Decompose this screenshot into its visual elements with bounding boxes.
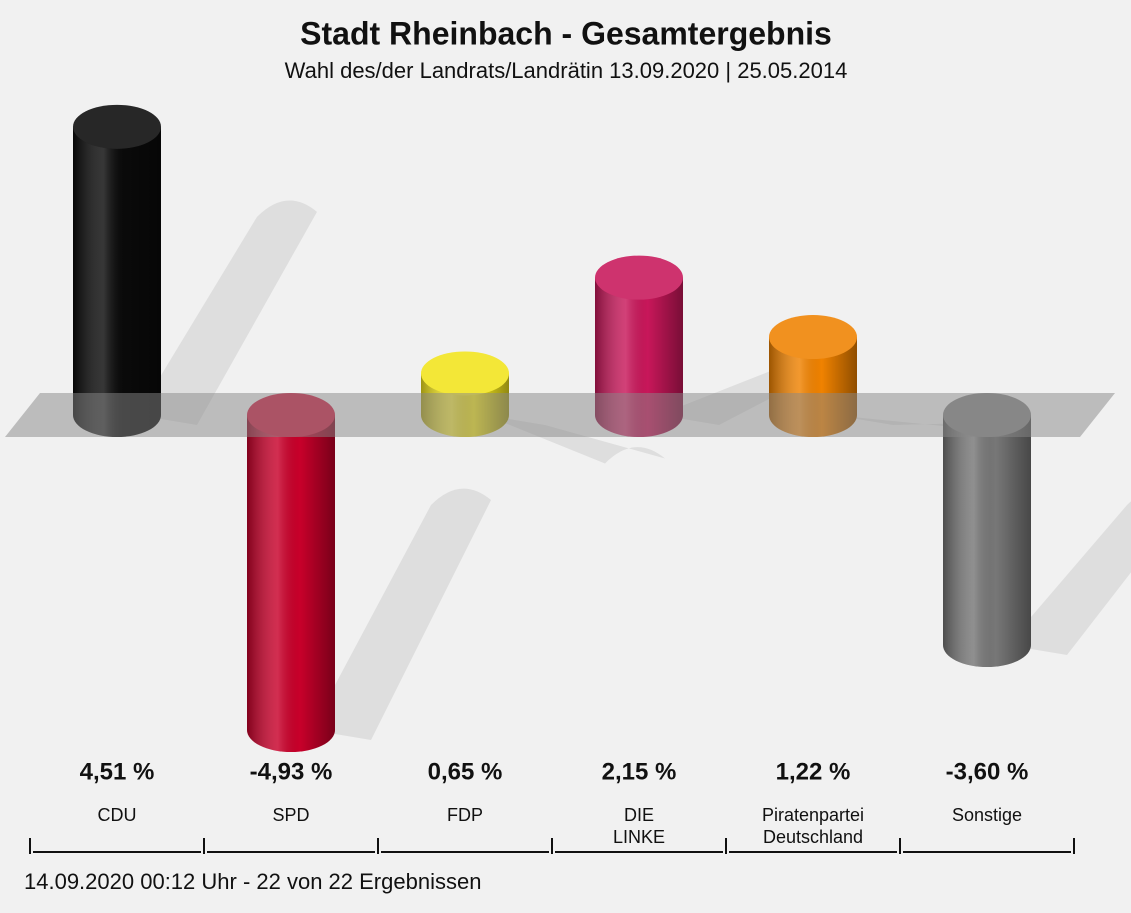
bar-top-light	[595, 255, 683, 300]
bar-top	[73, 104, 161, 149]
chart-title: Stadt Rheinbach - Gesamtergebnis	[300, 15, 832, 51]
bar-top-light	[73, 104, 161, 149]
value-label: 4,51 %	[80, 758, 155, 785]
category-label: FDP	[447, 805, 483, 825]
bar-shade	[247, 415, 335, 730]
category-label: CDU	[97, 805, 137, 825]
value-label: 1,22 %	[776, 758, 851, 785]
category-label: Piratenpartei Deutschland	[761, 805, 865, 847]
bar-top-light	[769, 315, 857, 360]
bar-shadow	[1007, 501, 1131, 656]
value-label: -4,93 %	[250, 758, 333, 785]
bar-shade	[943, 415, 1031, 646]
value-label: 0,65 %	[428, 758, 503, 785]
footer: 14.09.2020 00:12 Uhr - 22 von 22 Ergebni…	[24, 869, 481, 894]
category-label: Sonstige	[951, 805, 1023, 825]
bar-top	[769, 315, 857, 360]
value-label: 2,15 %	[602, 758, 677, 785]
bar-top-light	[421, 351, 509, 396]
category-label: SPD	[272, 805, 310, 825]
bar-top	[421, 351, 509, 396]
bar-shade	[73, 126, 161, 416]
category-label: DIE LINKE	[612, 805, 666, 847]
value-label: -3,60 %	[946, 758, 1029, 785]
bar-shade	[595, 277, 683, 415]
chart-subtitle: Wahl des/der Landrats/Landrätin 13.09.20…	[285, 58, 848, 83]
zero-plane	[5, 393, 1115, 437]
bar-shadow	[311, 488, 491, 740]
bar-shadow	[137, 200, 317, 425]
bar-top	[595, 255, 683, 300]
